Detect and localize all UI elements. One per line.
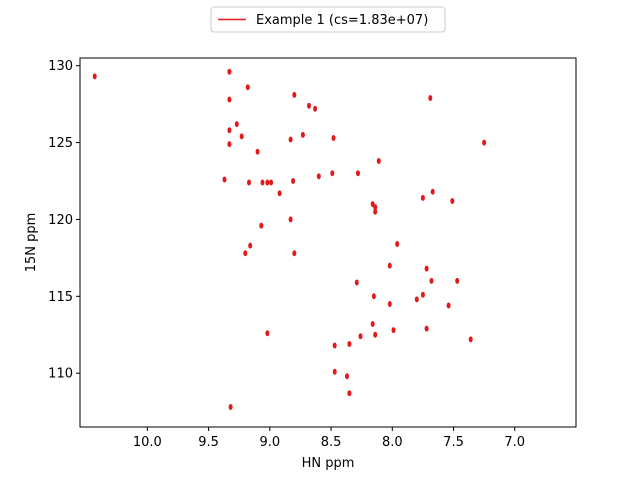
data-point	[395, 241, 400, 247]
data-point	[370, 201, 375, 208]
data-point	[455, 277, 460, 284]
data-point	[307, 102, 311, 109]
data-point	[391, 327, 396, 334]
data-point	[239, 133, 244, 140]
x-axis: 10.0 9.5 9.0 8.5 8.0 7.5 7.0	[133, 427, 525, 450]
data-point	[347, 390, 352, 397]
data-point	[291, 178, 296, 184]
data-point	[345, 373, 349, 380]
data-point	[288, 136, 293, 143]
data-point	[227, 141, 232, 148]
data-point	[450, 198, 455, 204]
data-point	[313, 105, 318, 112]
data-point	[227, 96, 232, 103]
data-point	[373, 208, 378, 215]
data-point	[330, 170, 335, 177]
y-tick-label: 120	[48, 213, 73, 228]
data-point	[387, 262, 392, 269]
data-point	[370, 321, 375, 327]
data-point	[269, 179, 274, 186]
x-tick-label: 7.5	[443, 435, 464, 450]
data-point	[429, 277, 434, 284]
data-point	[222, 176, 227, 183]
data-point	[265, 330, 270, 337]
data-point	[316, 173, 321, 180]
data-point	[371, 293, 376, 300]
data-point	[234, 121, 239, 128]
data-point	[245, 84, 250, 91]
data-point	[482, 139, 487, 146]
x-axis-label: HN ppm	[302, 456, 355, 471]
data-point	[356, 170, 360, 177]
data-point	[259, 222, 264, 229]
y-tick-label: 130	[48, 59, 73, 74]
y-tick-label: 115	[48, 290, 73, 305]
data-point	[414, 296, 419, 303]
legend: Example 1 (cs=1.83e+07)	[210, 6, 446, 33]
data-point	[292, 91, 297, 98]
data-point	[347, 341, 352, 347]
data-point	[332, 342, 337, 349]
data-point	[292, 250, 297, 257]
data-point	[255, 148, 260, 155]
data-point	[387, 301, 392, 307]
data-point	[228, 404, 233, 410]
legend-frame	[210, 6, 446, 33]
data-point	[248, 242, 253, 249]
x-tick-label: 9.0	[259, 435, 280, 450]
y-tick-label: 125	[48, 136, 73, 151]
plot-area-frame	[79, 57, 577, 428]
x-tick-label: 7.0	[504, 435, 525, 450]
data-point	[260, 179, 265, 186]
data-point	[243, 250, 248, 257]
x-tick-label: 9.5	[198, 435, 219, 450]
data-point	[247, 179, 251, 186]
data-point	[358, 333, 363, 340]
y-axis: 110 115 120 125 130	[48, 59, 80, 382]
y-tick-label: 110	[48, 367, 73, 382]
data-point	[265, 179, 270, 186]
data-point	[332, 368, 337, 375]
data-point	[446, 302, 451, 309]
data-point	[227, 127, 232, 134]
data-point	[277, 190, 282, 197]
y-axis-label: 15N ppm	[24, 213, 39, 273]
data-point	[424, 265, 429, 272]
data-points	[92, 68, 487, 410]
data-point	[288, 216, 293, 223]
x-tick-label: 8.5	[321, 435, 342, 450]
data-point	[468, 336, 473, 343]
x-tick-label: 8.0	[382, 435, 403, 450]
data-point	[354, 279, 359, 286]
data-point	[300, 131, 305, 138]
data-point	[92, 73, 97, 80]
data-point	[373, 331, 378, 338]
data-point	[430, 188, 435, 195]
data-point	[424, 325, 429, 332]
data-point	[331, 135, 336, 141]
data-point	[376, 158, 381, 164]
data-point	[428, 95, 433, 101]
data-point	[227, 68, 232, 75]
data-point	[420, 291, 425, 298]
data-point	[420, 194, 425, 201]
legend-entry-label: Example 1 (cs=1.83e+07)	[256, 13, 428, 28]
x-tick-label: 10.0	[133, 435, 162, 450]
